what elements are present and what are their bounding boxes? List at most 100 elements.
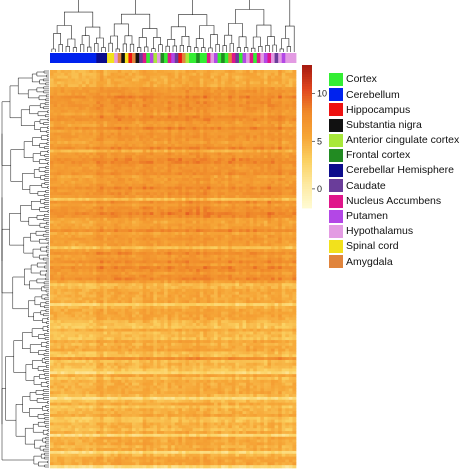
heatmap-cell xyxy=(96,124,101,128)
heatmap-cell xyxy=(278,152,283,156)
heatmap-cell xyxy=(224,138,229,142)
heatmap-cell xyxy=(121,212,126,216)
heatmap-cell xyxy=(103,92,108,96)
row-dendrogram-branch xyxy=(39,445,46,451)
heatmap-cell xyxy=(171,92,176,96)
heatmap-cell xyxy=(214,257,218,261)
heatmap-cell xyxy=(103,217,108,222)
heatmap-cell xyxy=(242,101,247,105)
heatmap-cell xyxy=(214,237,218,241)
heatmap-cell xyxy=(271,160,275,165)
heatmap-cell xyxy=(249,98,254,102)
heatmap-cell xyxy=(178,172,183,176)
heatmap-cell xyxy=(271,141,275,145)
heatmap-cell xyxy=(67,217,72,222)
heatmap-cell xyxy=(57,115,62,119)
heatmap-cell xyxy=(78,249,83,253)
heatmap-cell xyxy=(228,115,233,119)
heatmap-cell xyxy=(96,126,101,131)
heatmap-cell xyxy=(238,232,243,236)
heatmap-cell xyxy=(110,223,115,227)
heatmap-cell xyxy=(292,257,297,261)
heatmap-cell xyxy=(53,172,58,176)
heatmap-cell xyxy=(292,209,297,213)
heatmap-cell xyxy=(224,186,229,190)
heatmap-cell xyxy=(253,98,258,102)
row-dendrogram-branch xyxy=(45,349,49,352)
heatmap-cell xyxy=(53,158,58,162)
heatmap-cell xyxy=(246,78,251,82)
heatmap-cell xyxy=(196,106,201,111)
heatmap-cell xyxy=(160,175,165,179)
heatmap-cell xyxy=(260,249,265,253)
heatmap-cell xyxy=(92,155,97,159)
heatmap-cell xyxy=(214,200,218,204)
heatmap-cell xyxy=(292,246,297,250)
heatmap-cell xyxy=(288,203,293,207)
heatmap-cell xyxy=(228,180,233,185)
heatmap-cell xyxy=(57,178,62,182)
heatmap-cell xyxy=(214,166,218,170)
heatmap-cell xyxy=(107,249,111,253)
heatmap-cell xyxy=(139,104,144,108)
heatmap-cell xyxy=(103,121,108,125)
heatmap-cell xyxy=(274,121,279,125)
heatmap-cell xyxy=(185,175,190,179)
heatmap-cell xyxy=(167,70,172,74)
heatmap-cell xyxy=(139,141,144,145)
heatmap-cell xyxy=(253,124,258,128)
heatmap-cell xyxy=(256,146,261,150)
heatmap-cell xyxy=(292,254,297,258)
heatmap-cell xyxy=(60,172,65,176)
heatmap-cell xyxy=(214,197,218,202)
heatmap-cell xyxy=(238,169,243,173)
heatmap-cell xyxy=(238,118,243,122)
heatmap-cell xyxy=(146,95,151,99)
heatmap-cell xyxy=(132,112,136,116)
heatmap-cell xyxy=(171,115,176,119)
heatmap-cell xyxy=(185,72,190,77)
heatmap-cell xyxy=(78,163,83,167)
heatmap-cell xyxy=(224,229,229,233)
heatmap-cell xyxy=(292,72,297,77)
heatmap-cell xyxy=(92,246,97,250)
heatmap-cell xyxy=(71,183,76,187)
heatmap-cell xyxy=(135,223,140,227)
heatmap-cell xyxy=(74,246,79,250)
heatmap-cell xyxy=(153,166,158,170)
heatmap-cell xyxy=(114,249,119,253)
heatmap-cell xyxy=(214,98,218,102)
heatmap-cell xyxy=(117,95,122,99)
column-dendrogram-branch xyxy=(251,47,256,52)
heatmap-cell xyxy=(110,257,115,261)
heatmap-cell xyxy=(281,87,286,91)
heatmap-cell xyxy=(142,115,147,119)
column-dendrogram-branch xyxy=(215,44,220,52)
heatmap-cell xyxy=(221,223,226,227)
annotation-cell xyxy=(139,53,144,63)
heatmap-cell xyxy=(60,84,65,88)
heatmap-cell xyxy=(217,226,222,230)
heatmap-cell xyxy=(253,160,258,165)
heatmap-cell xyxy=(71,260,76,264)
heatmap-cell xyxy=(85,240,90,244)
heatmap-cell xyxy=(153,217,158,222)
heatmap-cell xyxy=(238,81,243,85)
heatmap-cell xyxy=(271,70,275,74)
heatmap-cell xyxy=(135,229,140,233)
heatmap-cell xyxy=(146,72,151,77)
heatmap-cell xyxy=(146,192,151,196)
heatmap-cell xyxy=(178,84,183,88)
heatmap-cell xyxy=(174,87,179,91)
heatmap-cell xyxy=(142,229,147,233)
heatmap-cell xyxy=(206,89,211,94)
heatmap-cell xyxy=(57,72,62,77)
heatmap-cell xyxy=(181,124,186,128)
heatmap-cell xyxy=(142,240,147,244)
heatmap-cell xyxy=(246,92,251,96)
heatmap-cell xyxy=(178,195,183,199)
heatmap-cell xyxy=(260,254,265,258)
heatmap-cell xyxy=(67,95,72,99)
heatmap-cell xyxy=(189,72,193,77)
heatmap-cell xyxy=(196,146,201,150)
